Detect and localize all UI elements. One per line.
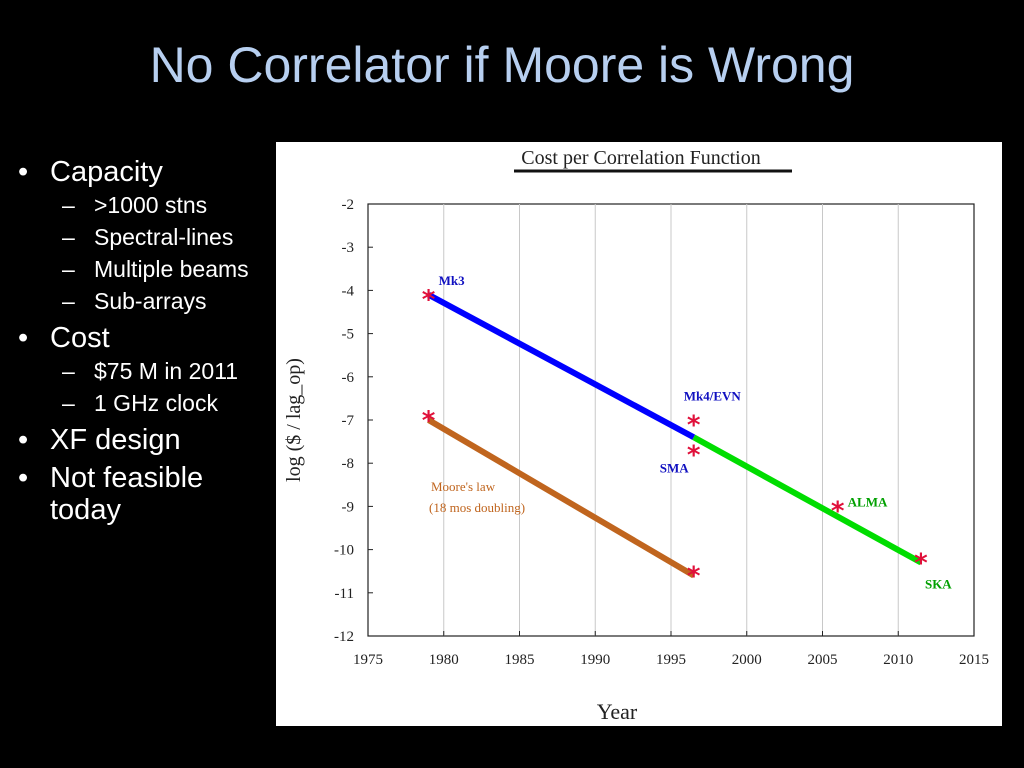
series-line bbox=[427, 292, 696, 440]
data-point-label: ALMA bbox=[848, 495, 888, 510]
bullet-text: >1000 stns bbox=[94, 192, 208, 218]
bullet-item: • Capacity bbox=[14, 156, 276, 188]
point-layer: *Mk3*Mk4/EVN*SMA* ALMA*SKA** bbox=[422, 273, 953, 592]
data-point-marker: * bbox=[687, 562, 701, 592]
series-line bbox=[692, 434, 923, 566]
y-tick-label: -6 bbox=[342, 370, 355, 386]
y-tick-label: -10 bbox=[334, 543, 354, 559]
data-point-label: SMA bbox=[660, 461, 690, 476]
sub-bullet-item: –1 GHz clock bbox=[14, 388, 276, 418]
bullet-text: XF design bbox=[50, 424, 181, 456]
bullet-list: • Capacity – >1000 stns – Spectral-lines – M… bbox=[14, 150, 276, 526]
y-tick-label: -7 bbox=[342, 413, 355, 429]
bullet-text: Not feasible today bbox=[50, 462, 204, 526]
y-tick-label: -5 bbox=[342, 327, 355, 343]
sub-bullet-marker: – bbox=[62, 224, 75, 250]
sub-bullet-marker: – bbox=[62, 256, 75, 282]
data-point-marker: * bbox=[831, 497, 845, 527]
sub-bullet-marker: – bbox=[62, 192, 75, 218]
sub-bullet-item: – >1000 stns bbox=[14, 190, 276, 220]
data-point-label: Mk4/EVN bbox=[684, 388, 742, 403]
x-tick-label: 2005 bbox=[808, 652, 838, 668]
x-tick-label: 1980 bbox=[429, 652, 459, 668]
bullet-text: Sub-arrays bbox=[94, 288, 207, 314]
y-axis-label: log ($ / lag_op) bbox=[283, 358, 305, 482]
sub-bullet-item: – Sub-arrays bbox=[14, 286, 276, 316]
bullet-text: $75 M in 2011 bbox=[94, 358, 239, 384]
bullet-item: • XF design bbox=[14, 424, 276, 456]
sub-bullet-item: – $75 M in 2011 bbox=[14, 356, 276, 386]
bullet-marker: • bbox=[18, 424, 29, 456]
sub-bullet-marker: – bbox=[62, 358, 75, 384]
y-tick-label: -11 bbox=[335, 586, 354, 602]
data-point-marker: * bbox=[687, 441, 701, 471]
data-point-label: SKA bbox=[925, 577, 952, 592]
y-tick-label: -8 bbox=[342, 456, 355, 472]
bullet-item: • Cost bbox=[14, 322, 276, 354]
bullet-text: Spectral-lines bbox=[94, 224, 234, 250]
y-tick-label: -9 bbox=[342, 499, 355, 515]
x-tick-label: 2010 bbox=[883, 652, 913, 668]
series-line bbox=[427, 417, 696, 579]
sub-bullet-marker: – bbox=[62, 390, 75, 416]
bullet-marker: • bbox=[18, 462, 29, 494]
x-tick-label: 2000 bbox=[732, 652, 762, 668]
y-tick-label: -2 bbox=[342, 197, 355, 213]
sub-bullet-item: – Spectral-lines bbox=[14, 222, 276, 252]
chart-title: Cost per Correlation Function bbox=[521, 147, 760, 169]
x-tick-label: 1975 bbox=[353, 652, 383, 668]
sub-bullet-item: – Multiple beams bbox=[14, 254, 276, 284]
bullet-marker: • bbox=[18, 322, 29, 354]
data-point-marker: * bbox=[914, 549, 928, 579]
moores-law-label: Moore's law bbox=[431, 479, 496, 494]
chart-panel: Cost per Correlation Function 1975 1980 19… bbox=[276, 142, 1002, 726]
bullet-marker: • bbox=[18, 156, 29, 188]
data-point-marker: * bbox=[687, 410, 701, 440]
data-point-label: Mk3 bbox=[439, 273, 466, 288]
slide-title: No Correlator if Moore is Wrong bbox=[149, 37, 855, 93]
x-tick-label: 1995 bbox=[656, 652, 686, 668]
cost-chart: Cost per Correlation Function 1975 1980 19… bbox=[283, 147, 989, 724]
y-tick-label: -12 bbox=[334, 629, 354, 645]
moores-law-sublabel: (18 mos doubling) bbox=[429, 500, 525, 515]
series-layer bbox=[427, 292, 923, 579]
bullet-text: Capacity bbox=[50, 156, 163, 188]
bullet-text: Cost bbox=[50, 322, 110, 354]
data-point-marker: * bbox=[422, 406, 436, 436]
data-point-marker: * bbox=[422, 285, 436, 315]
grid-layer bbox=[443, 204, 899, 636]
y-tick-label: -4 bbox=[342, 283, 355, 299]
x-tick-label: 2015 bbox=[959, 652, 989, 668]
y-tick-label: -3 bbox=[342, 240, 355, 256]
x-axis-label: Year bbox=[597, 699, 638, 724]
x-tick-label: 1985 bbox=[505, 652, 535, 668]
tick-layer: 1975 1980 1985 1990 1995 2000 2005 2010 2015 -2 -3… bbox=[334, 197, 989, 668]
bullet-item: • Not feasible today bbox=[14, 462, 276, 526]
x-tick-label: 1990 bbox=[580, 652, 610, 668]
sub-bullet-marker: – bbox=[62, 288, 75, 314]
bullet-text: 1 GHz clock bbox=[94, 390, 218, 416]
bullet-text: Multiple beams bbox=[94, 256, 249, 282]
